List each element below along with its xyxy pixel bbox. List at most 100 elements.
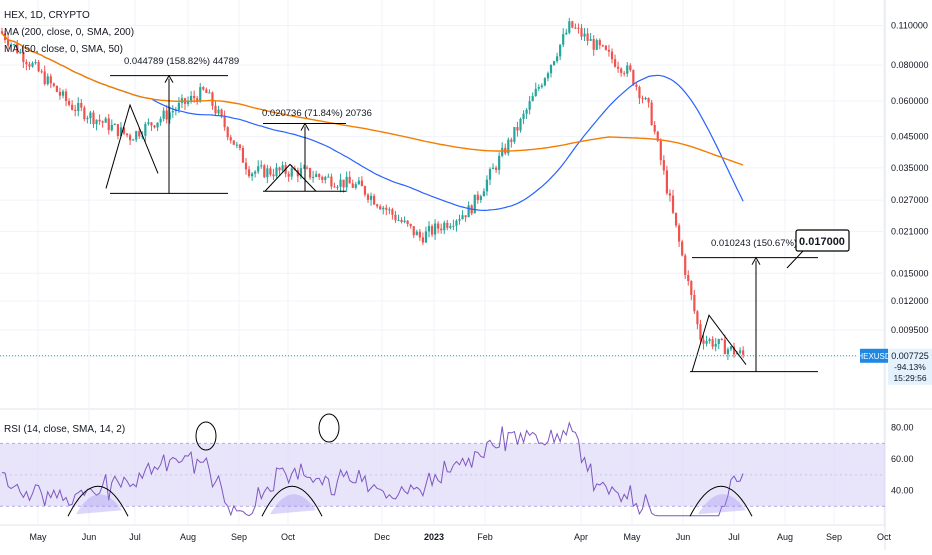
candle-body (95, 119, 98, 125)
candle-body (531, 96, 534, 102)
candle-body (702, 339, 705, 344)
ma200-legend[interactable]: MA (200, close, 0, SMA, 200) (4, 27, 135, 38)
candle-body (424, 231, 428, 243)
candle-body (37, 62, 40, 72)
candle-body (726, 349, 729, 355)
candle-body (696, 311, 699, 325)
measure-arrow-head (751, 256, 761, 265)
candle-body (717, 338, 720, 344)
candle-body (238, 144, 241, 148)
candle-body (729, 346, 733, 350)
candle-body (385, 207, 388, 210)
candle-body (232, 140, 235, 145)
candle-body (507, 139, 510, 154)
candle-body (348, 176, 351, 184)
rsi-line (1, 421, 744, 517)
candle-body (476, 194, 479, 201)
candle-body (723, 339, 726, 355)
candle-body (345, 176, 348, 188)
candle-body (135, 131, 138, 140)
candle-body (678, 225, 681, 242)
candle-body (43, 71, 46, 85)
y-tick-label: 0.080000 (891, 60, 929, 70)
candle-body (10, 44, 13, 46)
candle-body (571, 21, 574, 28)
candle-body (363, 186, 367, 195)
candle-body (190, 95, 193, 101)
rsi-peak-circle (195, 421, 217, 451)
x-tick-label: Sep (231, 532, 247, 542)
candle-body (373, 195, 376, 205)
candle-body (226, 127, 229, 138)
candle-body (409, 223, 412, 227)
candle-body (28, 64, 31, 67)
candle-body (491, 167, 495, 170)
candle-body (257, 166, 260, 172)
x-tick-label: Dec (374, 532, 391, 542)
candle-body (742, 350, 745, 355)
candle-body (479, 196, 482, 201)
x-tick-label: Oct (281, 532, 296, 542)
candle-body (144, 123, 147, 136)
candle-body (89, 112, 92, 119)
candle-body (333, 186, 336, 188)
candle-body (308, 167, 312, 178)
candle-body (217, 109, 220, 114)
candle-body (171, 111, 174, 113)
candle-body (336, 186, 339, 188)
ma50-legend[interactable]: MA (50, close, 0, SMA, 50) (4, 44, 123, 55)
candle-body (488, 169, 492, 180)
candle-body (40, 71, 43, 73)
candle-body (162, 110, 165, 119)
candle-body (324, 177, 327, 180)
candle-body (251, 173, 254, 177)
candle-body (543, 78, 546, 86)
candle-body (388, 209, 391, 211)
candle-body (74, 109, 77, 111)
candle-body (556, 56, 559, 62)
candle-body (327, 176, 330, 178)
candle-body (720, 338, 723, 340)
candle-body (623, 72, 626, 74)
candle-body (513, 127, 516, 142)
candle-body (644, 97, 647, 100)
candle-body (150, 122, 153, 126)
candle-body (220, 109, 223, 117)
price-tag (888, 348, 932, 385)
candle-body (244, 162, 248, 170)
candle-body (330, 176, 333, 187)
candle-body (674, 212, 678, 226)
rsi-peak-circle (318, 413, 340, 443)
candle-body (113, 124, 116, 126)
candle-body (687, 275, 690, 282)
candle-body (443, 222, 446, 231)
candle-body (498, 155, 501, 170)
y-tick-label: 0.027000 (891, 195, 929, 205)
candle-body (693, 294, 696, 312)
candle-body (711, 339, 714, 347)
x-tick-label: May (623, 532, 641, 542)
candle-body (305, 167, 309, 169)
price-tag-change: -94.13% (894, 362, 926, 372)
candle-body (52, 83, 55, 86)
candle-body (34, 62, 37, 64)
candle-body (598, 40, 601, 46)
symbol-legend[interactable]: HEX, 1D, CRYPTO (4, 10, 90, 21)
candle-body (159, 118, 162, 123)
rsi-legend[interactable]: RSI (14, close, SMA, 14, 2) (4, 424, 126, 435)
candle-body (653, 124, 656, 132)
x-tick-label: Aug (180, 532, 196, 542)
candle-body (382, 207, 385, 210)
candle-body (437, 223, 440, 229)
candle-body (266, 168, 269, 178)
candle-body (461, 215, 464, 220)
candle-body (681, 241, 684, 256)
candle-body (101, 121, 104, 123)
candle-body (110, 124, 113, 131)
candle-body (525, 109, 528, 114)
candle-body (540, 85, 543, 88)
candle-body (129, 135, 132, 141)
measure-label: 0.010243 (150.67%) 102 (711, 238, 816, 249)
